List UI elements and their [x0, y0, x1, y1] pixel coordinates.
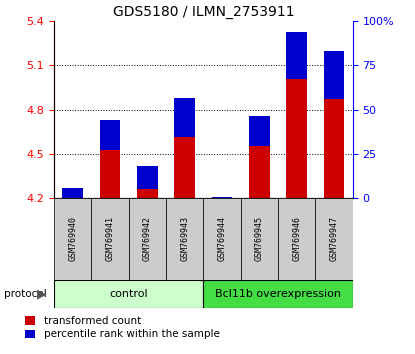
- Bar: [212, 197, 232, 198]
- Bar: [54, 280, 203, 308]
- Title: GDS5180 / ILMN_2753911: GDS5180 / ILMN_2753911: [112, 5, 294, 19]
- Text: GSM769941: GSM769941: [105, 216, 115, 262]
- Text: protocol: protocol: [4, 289, 47, 299]
- Legend: transformed count, percentile rank within the sample: transformed count, percentile rank withi…: [22, 313, 223, 343]
- Text: GSM769942: GSM769942: [143, 216, 152, 262]
- Bar: [62, 188, 83, 206]
- Bar: [91, 198, 129, 280]
- Bar: [241, 198, 278, 280]
- Bar: [129, 198, 166, 280]
- Bar: [100, 120, 120, 150]
- Bar: [324, 51, 344, 198]
- Text: Bcl11b overexpression: Bcl11b overexpression: [215, 289, 341, 299]
- Text: GSM769946: GSM769946: [292, 216, 301, 262]
- Text: GSM769945: GSM769945: [255, 216, 264, 262]
- Text: GSM769944: GSM769944: [217, 216, 227, 262]
- Bar: [278, 198, 315, 280]
- Bar: [174, 98, 195, 137]
- Bar: [54, 198, 91, 280]
- Bar: [137, 166, 158, 189]
- Text: ▶: ▶: [37, 287, 47, 300]
- Bar: [166, 198, 203, 280]
- Bar: [174, 98, 195, 198]
- Text: GSM769947: GSM769947: [330, 216, 339, 262]
- Bar: [286, 32, 307, 79]
- Bar: [203, 198, 241, 280]
- Bar: [315, 198, 353, 280]
- Bar: [137, 166, 158, 198]
- Bar: [286, 32, 307, 198]
- Bar: [203, 280, 353, 308]
- Text: control: control: [109, 289, 148, 299]
- Bar: [212, 197, 232, 211]
- Bar: [249, 116, 270, 146]
- Bar: [100, 120, 120, 198]
- Text: GSM769940: GSM769940: [68, 216, 77, 262]
- Text: GSM769943: GSM769943: [180, 216, 189, 262]
- Bar: [249, 116, 270, 198]
- Bar: [62, 188, 83, 198]
- Bar: [324, 51, 344, 98]
